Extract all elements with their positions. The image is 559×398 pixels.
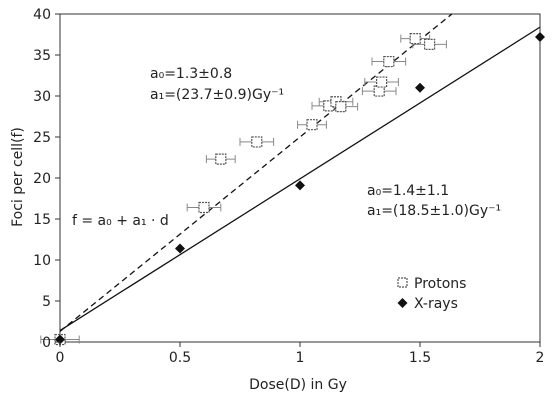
proton-point <box>198 201 210 214</box>
legend-marker-protons <box>397 277 408 288</box>
y-tick-label: 5 <box>42 294 51 310</box>
plot-frame <box>59 13 541 343</box>
y-tick-label: 40 <box>33 7 51 23</box>
y-tick-label: 10 <box>33 253 51 269</box>
y-tick-label: 30 <box>33 89 51 105</box>
proton-point <box>335 101 347 113</box>
y-axis-title: Foci per cell(f) <box>10 127 26 227</box>
xrays-fit-a0-label: a₀=1.4±1.1 <box>367 183 449 199</box>
y-tick-label: 20 <box>33 171 51 187</box>
xrays-fit-a1-label: a₁=(18.5±1.0)Gy⁻¹ <box>367 203 501 219</box>
y-tick-label: 15 <box>33 212 51 228</box>
xray-point <box>535 31 545 42</box>
xray-point <box>295 180 305 191</box>
proton-point <box>409 32 421 45</box>
y-tick-label: 0 <box>42 335 51 351</box>
x-tick-label: 2 <box>536 350 545 366</box>
legend-label-xrays: X-rays <box>414 296 458 312</box>
xrays-fit-line <box>59 26 541 332</box>
proton-point <box>383 55 395 68</box>
plot-area <box>40 13 545 346</box>
xray-point <box>175 243 185 254</box>
legend-label-protons: Protons <box>414 276 466 292</box>
x-axis-ticks: 0 0.5 1 1.5 2 <box>56 342 545 366</box>
y-tick-label: 25 <box>33 130 51 146</box>
legend: Protons X-rays <box>397 276 466 312</box>
x-tick-label: 0.5 <box>169 350 191 366</box>
proton-point <box>251 136 263 148</box>
fit-formula-label: f = a₀ + a₁ · d <box>72 213 169 229</box>
protons-fit-a1-label: a₁=(23.7±0.9)Gy⁻¹ <box>150 87 284 103</box>
y-axis-ticks: 0 5 10 15 20 25 30 35 40 <box>33 7 60 351</box>
proton-point <box>215 153 227 165</box>
x-axis-title: Dose(D) in Gy <box>249 377 347 393</box>
x-tick-label: 1.5 <box>409 350 431 366</box>
legend-marker-xrays <box>397 298 408 308</box>
xray-point <box>415 82 425 93</box>
protons-fit-a0-label: a₀=1.3±0.8 <box>150 66 232 82</box>
proton-point <box>306 119 318 131</box>
proton-point <box>424 38 436 50</box>
y-tick-label: 35 <box>33 48 51 64</box>
proton-point <box>376 76 388 88</box>
x-tick-label: 0 <box>56 350 65 366</box>
x-tick-label: 1 <box>296 350 305 366</box>
